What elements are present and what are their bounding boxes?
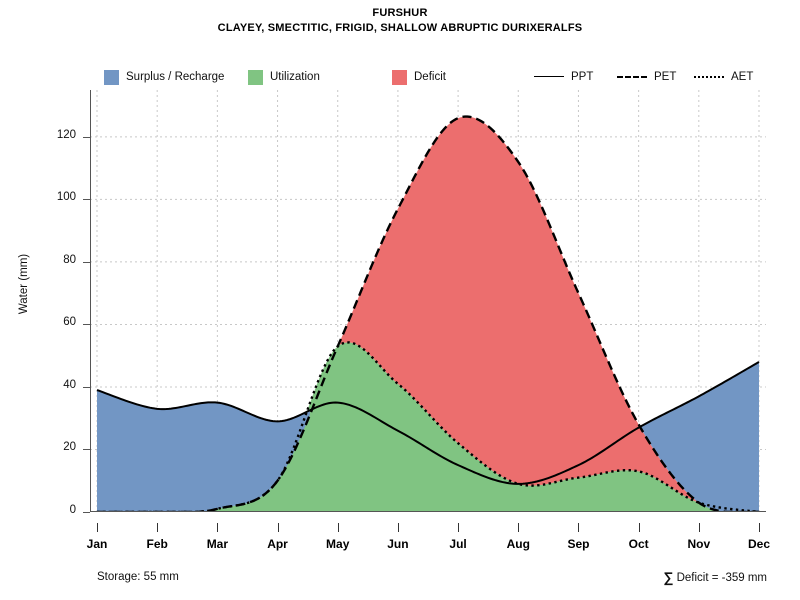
curve-ppt — [96, 361, 760, 485]
x-axis-tick-mark — [458, 523, 460, 532]
y-axis-tick-label: 100 — [56, 191, 76, 204]
y-axis-tick-label: 60 — [63, 316, 76, 329]
dotted-line-icon — [694, 70, 724, 84]
x-axis-tick-label-dec: Dec — [747, 537, 770, 551]
legend-line-aet: AET — [694, 68, 753, 86]
area-utilization — [201, 342, 757, 512]
y-axis-tick-label: 20 — [63, 441, 76, 454]
title-block: FURSHUR CLAYEY, SMECTITIC, FRIGID, SHALL… — [0, 6, 800, 36]
x-axis-tick-label-may: May — [326, 537, 350, 551]
y-axis-tick-mark — [83, 512, 90, 513]
y-axis-tick-label: 80 — [63, 253, 76, 266]
x-axis-tick-label-jun: Jun — [387, 537, 409, 551]
x-axis-tick-mark — [397, 523, 399, 532]
x-axis-tick-mark — [157, 523, 159, 532]
page-subtitle: CLAYEY, SMECTITIC, FRIGID, SHALLOW ABRUP… — [217, 22, 583, 34]
x-axis-tick-mark — [97, 523, 98, 532]
x-axis-tick-mark — [518, 523, 520, 532]
legend-label-utilization: Utilization — [270, 71, 320, 83]
y-axis-tick-label: 120 — [56, 128, 76, 141]
x-axis-tick-label-nov: Nov — [687, 537, 711, 551]
legend-item-surplus-recharge: Surplus / Recharge — [104, 68, 224, 86]
y-axis-tick-mark — [83, 449, 90, 451]
curve-aet — [97, 341, 760, 512]
y-axis-tick-mark — [83, 199, 90, 201]
storage-note: Storage: 55 mm — [97, 571, 179, 583]
x-axis-tick-mark — [638, 523, 640, 532]
area-surplus-recharge — [640, 361, 759, 512]
sigma-icon: ∑ — [663, 569, 674, 585]
legend-label-pet: PET — [654, 71, 677, 83]
deficit-sum-note: ∑ Deficit = -359 mm — [663, 569, 767, 585]
legend-label-deficit: Deficit — [414, 71, 446, 83]
x-axis-tick-label-feb: Feb — [146, 537, 168, 551]
solid-line-icon — [534, 70, 564, 84]
y-axis-tick-mark — [83, 386, 90, 388]
legend-swatch-deficit — [392, 69, 407, 85]
curve-pet — [97, 115, 760, 512]
chart-legend: Surplus / Recharge Utilization Deficit P… — [0, 68, 800, 86]
x-axis-tick-label-aug: Aug — [506, 537, 530, 551]
water-balance-chart — [90, 90, 766, 512]
area-surplus-recharge — [97, 390, 310, 512]
x-axis-tick-mark — [337, 523, 339, 532]
page-title: FURSHUR — [372, 7, 428, 19]
x-axis-tick-label-mar: Mar — [206, 537, 229, 551]
legend-label-surplus-recharge: Surplus / Recharge — [126, 71, 225, 83]
x-axis-tick-label-sep: Sep — [567, 537, 590, 551]
y-axis-tick-label: 40 — [63, 378, 76, 391]
y-axis-tick-label: 0 — [69, 504, 76, 516]
legend-swatch-surplus-recharge — [104, 69, 119, 85]
legend-label-aet: AET — [731, 71, 754, 83]
legend-label-ppt: PPT — [571, 71, 594, 83]
legend-item-utilization: Utilization — [248, 68, 320, 86]
x-axis-tick-label-jul: Jul — [449, 537, 467, 551]
x-axis-tick-label-oct: Oct — [628, 537, 649, 551]
x-axis-tick-label-jan: Jan — [86, 537, 108, 551]
y-axis-tick-mark — [83, 136, 90, 138]
x-axis-tick-mark — [277, 523, 279, 532]
x-axis-tick-mark — [698, 523, 700, 532]
legend-item-deficit: Deficit — [392, 68, 446, 86]
x-axis-tick-mark — [759, 523, 760, 532]
deficit-sum-text: Deficit = -359 mm — [673, 572, 767, 584]
plot-frame — [90, 90, 766, 512]
legend-swatch-utilization — [248, 69, 263, 85]
x-axis-tick-mark — [578, 523, 580, 532]
x-axis-tick-label-apr: Apr — [267, 537, 288, 551]
legend-line-ppt: PPT — [534, 68, 593, 86]
legend-line-pet: PET — [617, 68, 676, 86]
dashed-line-icon — [617, 70, 647, 84]
y-axis-tick-mark — [83, 324, 90, 326]
x-axis-tick-mark — [217, 523, 219, 532]
plot-area: 0 20 40 60 80 100 120 Jan Feb Mar Apr May Jun Jul Aug… — [57, 90, 770, 551]
area-deficit — [340, 116, 697, 502]
y-axis-tick-mark — [83, 261, 90, 263]
